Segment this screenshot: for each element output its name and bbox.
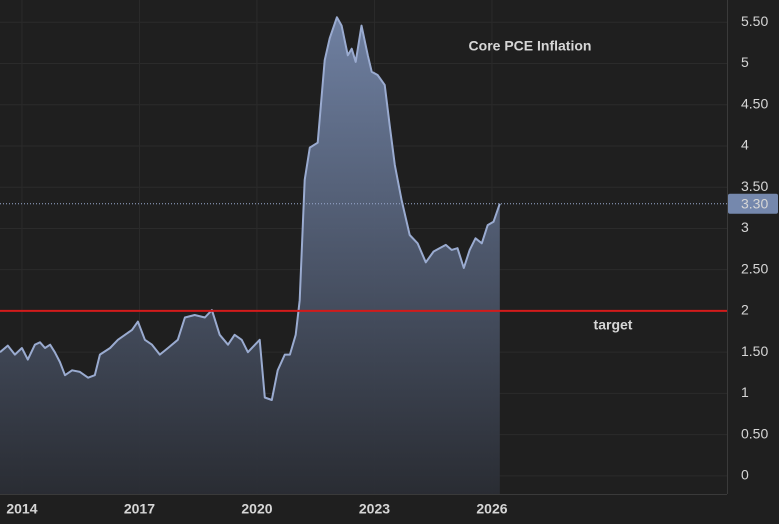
y-tick-label: 1.50 [741, 343, 768, 359]
chart-title: Core PCE Inflation [469, 38, 592, 54]
y-tick-label: 1 [741, 384, 749, 400]
area [0, 17, 500, 495]
y-tick-label: 0 [741, 467, 749, 483]
y-tick-label: 3 [741, 219, 749, 235]
current-value-tag [728, 193, 778, 214]
y-tick-label: 0.50 [741, 425, 768, 441]
line [0, 16, 501, 401]
y-tick-label: 3.50 [741, 178, 768, 194]
y-tick-label: 5.50 [741, 13, 768, 29]
reference-label: target [594, 317, 633, 333]
y-tick-label: 4.50 [741, 95, 768, 111]
x-tick-label: 2020 [241, 501, 272, 517]
y-tick-label: 2 [741, 302, 749, 318]
x-tick-label: 2014 [6, 501, 37, 517]
x-tick-label: 2023 [359, 501, 390, 517]
y-tick-label: 5 [741, 54, 749, 70]
x-tick-label: 2026 [476, 501, 507, 517]
y-tick-label: 4 [741, 137, 749, 153]
y-tick-label: 2.50 [741, 260, 768, 276]
current-value-label: 3.30 [741, 195, 768, 211]
x-tick-label: 2017 [124, 501, 155, 517]
